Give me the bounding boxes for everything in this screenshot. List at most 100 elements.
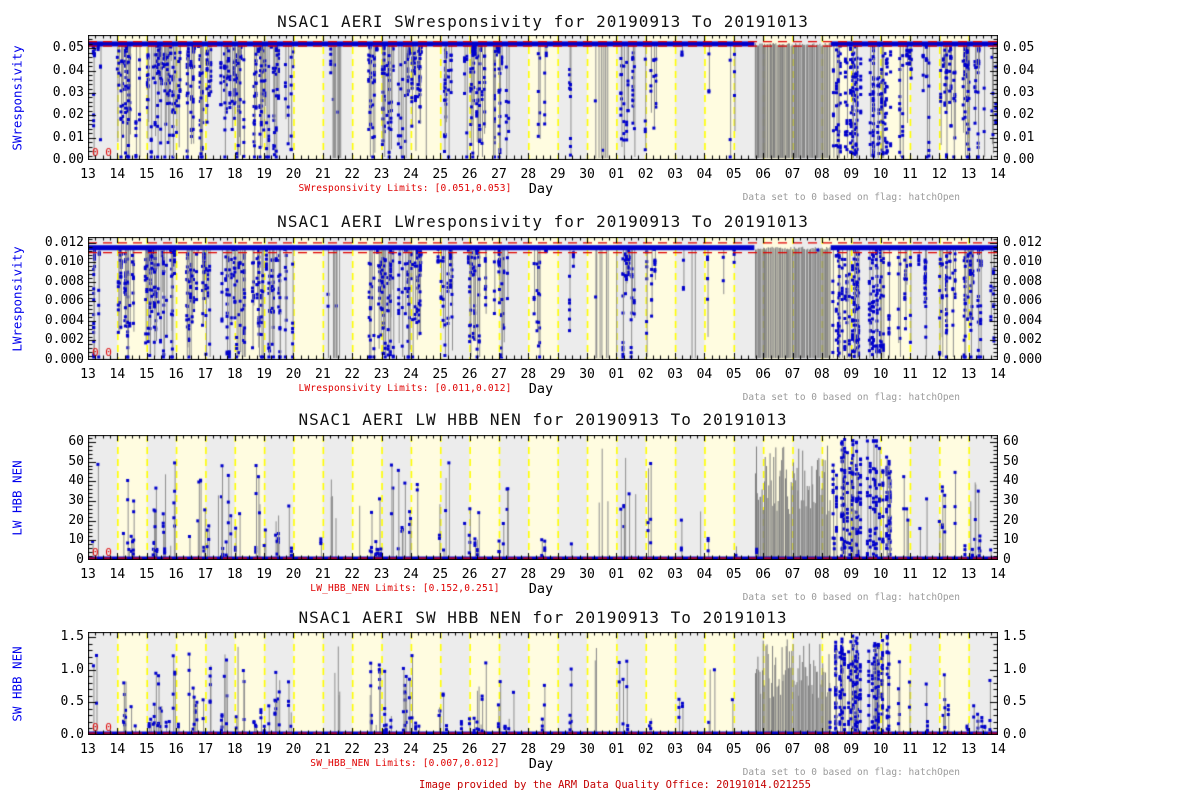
y-tick-label: 0.008 bbox=[44, 273, 84, 289]
plot-canvas-3 bbox=[88, 435, 998, 560]
y-tick-label: 0.00 bbox=[52, 152, 84, 167]
x-tick-label: 16 bbox=[168, 742, 184, 757]
panel-title: NSAC1 AERI LWresponsivity for 20190913 T… bbox=[277, 212, 809, 231]
x-axis-title: Day bbox=[528, 756, 554, 772]
x-tick-label: 05 bbox=[725, 742, 742, 757]
x-tick-label: 28 bbox=[520, 567, 537, 582]
y-tick-label: 0.012 bbox=[44, 234, 84, 250]
x-axis-title: Day bbox=[528, 381, 554, 397]
panel-title: NSAC1 AERI SWresponsivity for 20190913 T… bbox=[277, 12, 809, 31]
x-tick-label: 14 bbox=[109, 367, 126, 382]
x-tick-label: 02 bbox=[637, 367, 654, 382]
x-tick-label: 06 bbox=[755, 167, 771, 182]
limit-annotation: SW_HBB_NEN Limits: [0.007,0.012] bbox=[310, 758, 500, 769]
y-tick-label: 30 bbox=[68, 492, 84, 508]
x-tick-label: 12 bbox=[931, 742, 948, 757]
x-tick-label: 07 bbox=[784, 567, 801, 582]
x-tick-label: 14 bbox=[109, 742, 126, 757]
x-tick-label: 03 bbox=[667, 742, 683, 757]
x-tick-label: 27 bbox=[491, 567, 507, 582]
y-tick-label: 50 bbox=[68, 453, 84, 469]
x-tick-label: 29 bbox=[549, 567, 566, 582]
y-tick-label: 0.006 bbox=[44, 293, 84, 309]
x-tick-label: 16 bbox=[168, 367, 184, 382]
x-tick-label: 24 bbox=[403, 167, 419, 182]
x-tick-label: 04 bbox=[696, 367, 713, 382]
x-tick-label: 25 bbox=[432, 567, 449, 582]
y-tick-label: 0.0 bbox=[60, 727, 84, 742]
y-tick-label-right: 10 bbox=[1003, 532, 1019, 548]
y-tick-label-right: 0.002 bbox=[1003, 332, 1043, 348]
y-tick-label-right: 0.000 bbox=[1003, 352, 1043, 367]
y-tick-label: 10 bbox=[68, 532, 84, 548]
y-tick-label-right: 0.05 bbox=[1003, 40, 1035, 56]
y-tick-label-right: 0.02 bbox=[1003, 107, 1035, 123]
x-tick-label: 27 bbox=[491, 167, 507, 182]
x-tick-label: 04 bbox=[696, 742, 713, 757]
x-tick-label: 19 bbox=[256, 367, 272, 382]
y-tick-label: 20 bbox=[68, 512, 84, 528]
panel-title: NSAC1 AERI SW HBB NEN for 20190913 To 20… bbox=[298, 608, 788, 627]
y-tick-label: 1.5 bbox=[60, 629, 84, 645]
x-tick-label: 15 bbox=[138, 167, 155, 182]
x-tick-label: 04 bbox=[696, 567, 713, 582]
x-tick-label: 17 bbox=[197, 167, 214, 182]
y-tick-label: 0.010 bbox=[44, 254, 84, 270]
y-tick-label-right: 0.01 bbox=[1003, 129, 1035, 145]
x-tick-label: 30 bbox=[579, 367, 595, 382]
x-tick-label: 24 bbox=[403, 742, 419, 757]
x-tick-label: 01 bbox=[608, 567, 625, 582]
y-tick-label-right: 40 bbox=[1003, 473, 1019, 489]
x-tick-label: 30 bbox=[579, 742, 595, 757]
x-tick-label: 08 bbox=[814, 367, 830, 382]
y-tick-label: 60 bbox=[68, 433, 84, 449]
x-tick-label: 15 bbox=[138, 567, 155, 582]
y-tick-label: 0.01 bbox=[52, 129, 84, 145]
credit-note: Image provided by the ARM Data Quality O… bbox=[419, 779, 811, 791]
y-tick-label: 0.5 bbox=[60, 694, 84, 710]
x-tick-label: 22 bbox=[344, 742, 361, 757]
y-tick-label-right: 50 bbox=[1003, 453, 1019, 469]
plot-canvas-4 bbox=[88, 632, 998, 735]
x-tick-label: 30 bbox=[579, 167, 595, 182]
x-tick-label: 13 bbox=[960, 167, 977, 182]
x-tick-label: 28 bbox=[520, 742, 537, 757]
x-tick-label: 22 bbox=[344, 367, 361, 382]
x-tick-label: 16 bbox=[168, 167, 184, 182]
x-tick-label: 19 bbox=[256, 167, 272, 182]
x-tick-label: 13 bbox=[80, 167, 96, 182]
x-tick-label: 09 bbox=[843, 742, 860, 757]
x-tick-label: 21 bbox=[315, 742, 331, 757]
x-tick-label: 06 bbox=[755, 367, 771, 382]
x-tick-label: 16 bbox=[168, 567, 184, 582]
x-tick-label: 18 bbox=[226, 367, 243, 382]
y-tick-label-right: 1.5 bbox=[1003, 629, 1027, 645]
y-axis-label: SW HBB NEN bbox=[9, 645, 25, 722]
plot-canvas-2 bbox=[88, 237, 998, 360]
x-tick-label: 23 bbox=[373, 167, 390, 182]
x-tick-label: 18 bbox=[226, 742, 243, 757]
x-tick-label: 04 bbox=[696, 167, 713, 182]
x-tick-label: 22 bbox=[344, 567, 361, 582]
x-tick-label: 12 bbox=[931, 567, 948, 582]
x-tick-label: 26 bbox=[461, 167, 478, 182]
x-tick-label: 13 bbox=[80, 742, 96, 757]
x-tick-label: 12 bbox=[931, 367, 948, 382]
x-tick-label: 14 bbox=[990, 167, 1006, 182]
x-tick-label: 15 bbox=[138, 367, 155, 382]
x-tick-label: 11 bbox=[902, 567, 918, 582]
x-tick-label: 11 bbox=[902, 367, 918, 382]
x-tick-label: 22 bbox=[344, 167, 361, 182]
limit-annotation: LW_HBB_NEN Limits: [0.152,0.251] bbox=[310, 583, 500, 594]
x-tick-label: 07 bbox=[784, 167, 801, 182]
x-tick-label: 27 bbox=[491, 367, 507, 382]
flag-note: Data set to 0 based on flag: hatchOpen bbox=[742, 592, 960, 603]
x-tick-label: 14 bbox=[109, 167, 126, 182]
x-tick-label: 28 bbox=[520, 367, 537, 382]
y-tick-label-right: 0.04 bbox=[1003, 62, 1035, 78]
x-tick-label: 20 bbox=[285, 367, 302, 382]
x-tick-label: 13 bbox=[960, 742, 977, 757]
y-tick-label-right: 0.012 bbox=[1003, 234, 1043, 250]
x-tick-label: 14 bbox=[990, 367, 1006, 382]
x-tick-label: 19 bbox=[256, 742, 272, 757]
